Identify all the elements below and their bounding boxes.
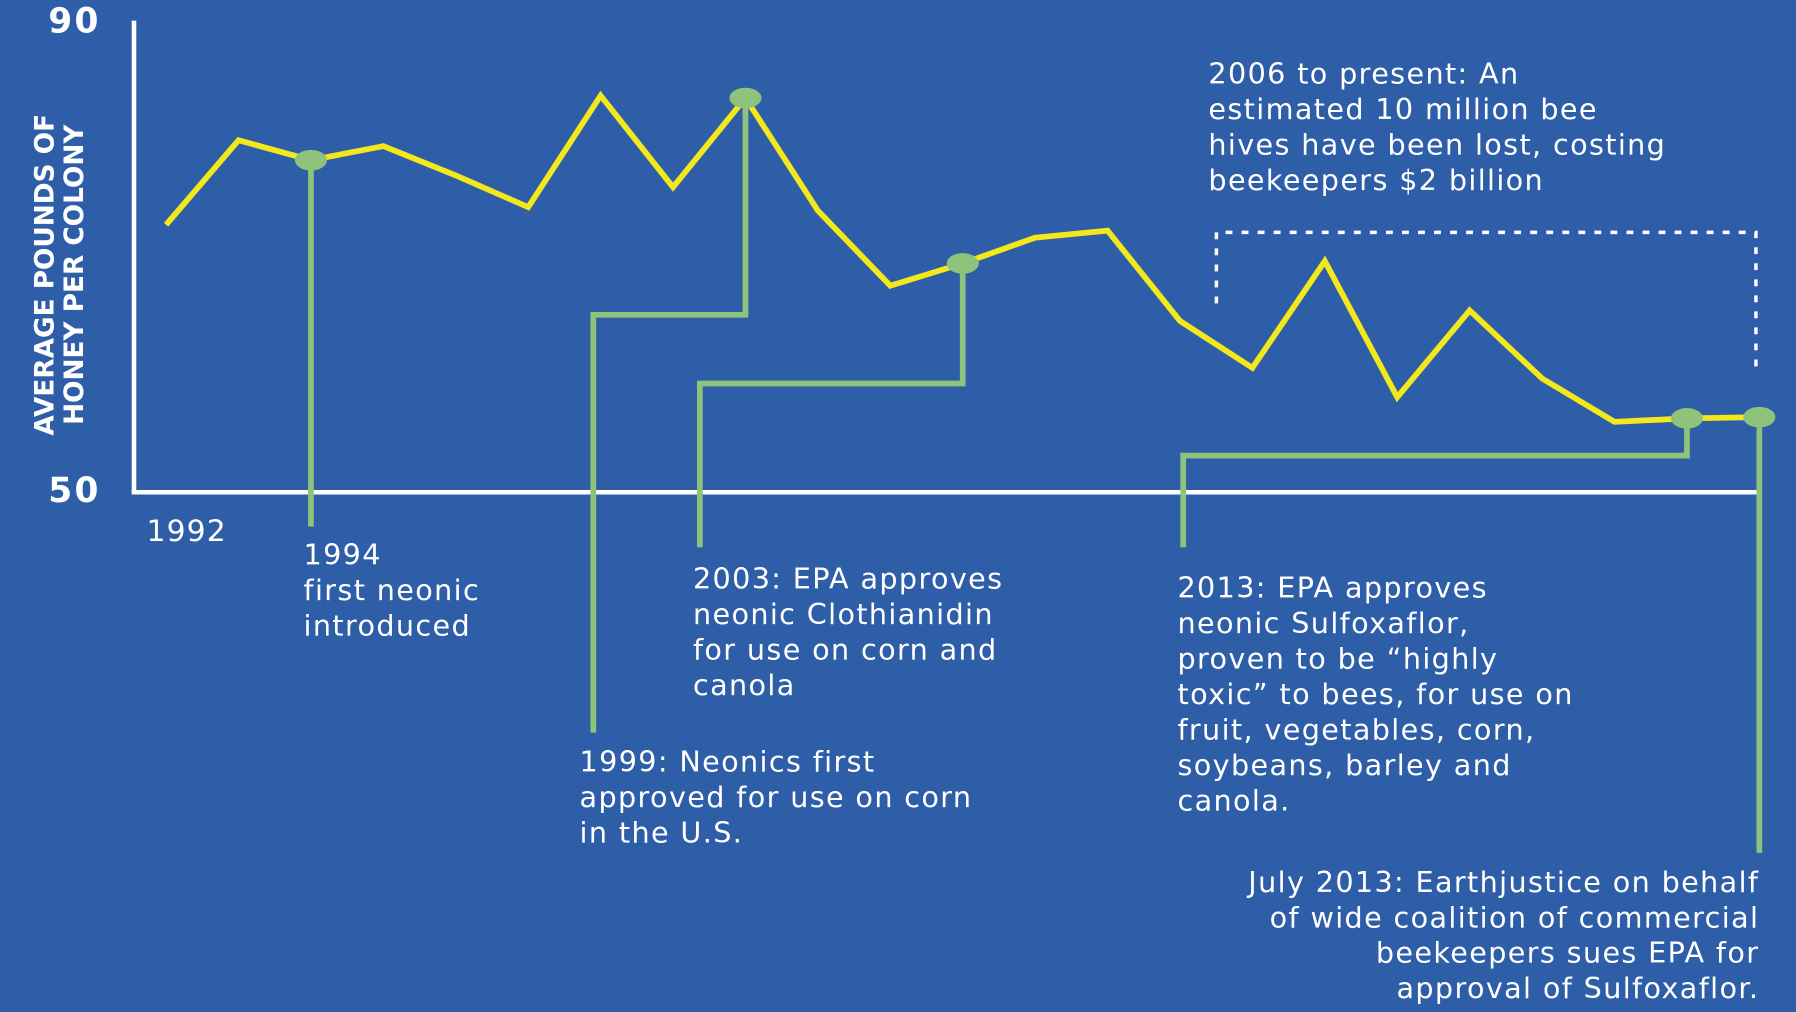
annotation-line: 1999: Neonics first xyxy=(580,745,876,779)
event-marker xyxy=(294,149,327,171)
y-axis-title-line: HONEY PER COLONY xyxy=(60,124,90,425)
annotation-line: beekeepers $2 billion xyxy=(1208,163,1544,197)
annotation-line: in the U.S. xyxy=(580,816,744,850)
annotation-line: hives have been lost, costing xyxy=(1208,128,1666,162)
annotation-line: estimated 10 million bee xyxy=(1208,92,1597,126)
annotation-line: July 2013: Earthjustice on behalf xyxy=(1246,865,1759,899)
period-bracket xyxy=(1214,230,1758,376)
annotation-line: soybeans, barley and xyxy=(1177,748,1511,782)
annotation-line: of wide coalition of commercial xyxy=(1270,900,1760,934)
annotation-line: canola. xyxy=(1177,784,1290,818)
x-tick-label: 1992 xyxy=(147,514,227,549)
annotation-line: toxic” to bees, for use on xyxy=(1177,677,1573,711)
annotation-line: neonic Sulfoxaflor, xyxy=(1177,606,1469,640)
annotation-line: 1994 xyxy=(304,537,382,571)
connector xyxy=(1180,418,1690,548)
annotation-line: approved for use on corn xyxy=(580,780,973,814)
event-marker xyxy=(1743,406,1776,428)
y-tick-label: 50 xyxy=(48,471,100,511)
annotation-line: first neonic xyxy=(304,573,481,607)
annotation-line: proven to be “highly xyxy=(1177,642,1498,676)
annotation-line: approval of Sulfoxaflor. xyxy=(1396,971,1759,1005)
annotation-line: 2013: EPA approves xyxy=(1177,571,1487,605)
annotation-line: neonic Clothianidin xyxy=(693,597,994,631)
event-marker xyxy=(946,253,979,274)
annotation-line: canola xyxy=(693,668,796,702)
y-tick-label: 90 xyxy=(48,1,100,41)
connector xyxy=(590,97,749,733)
annotation-line: beekeepers sues EPA for xyxy=(1376,936,1759,970)
y-axis-title: AVERAGE POUNDS OF HONEY PER COLONY xyxy=(30,114,90,436)
annotation-line: for use on corn and xyxy=(693,632,998,666)
event-marker xyxy=(1670,408,1703,429)
annotation-line: fruit, vegetables, corn, xyxy=(1177,713,1535,747)
annotation-line: introduced xyxy=(304,608,472,642)
annotation-line: 2006 to present: An xyxy=(1208,57,1519,91)
y-axis-title-line: AVERAGE POUNDS OF xyxy=(30,114,60,436)
annotation-line: 2003: EPA approves xyxy=(693,561,1003,595)
event-marker xyxy=(729,87,762,109)
connector xyxy=(696,263,966,548)
